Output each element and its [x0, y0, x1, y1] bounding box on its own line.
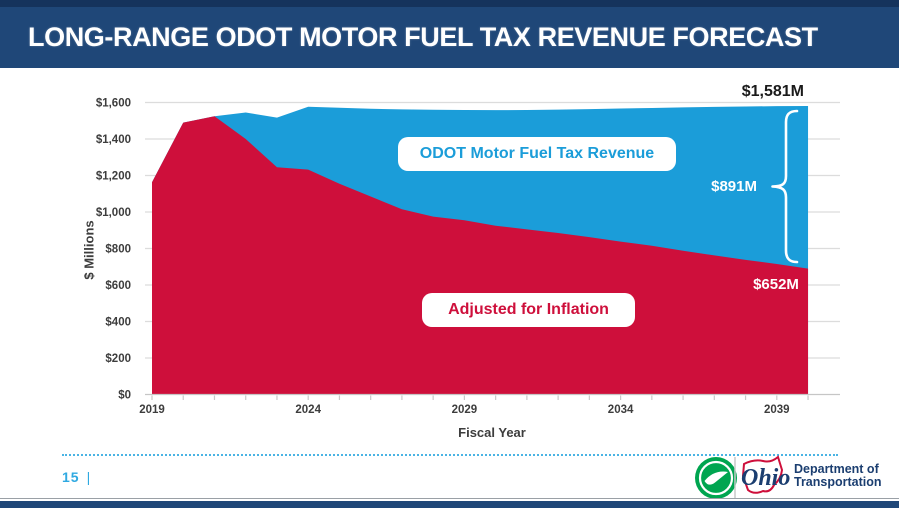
y-tick-label: $400	[105, 317, 131, 329]
annotation-adjusted-2040: $652M	[753, 276, 799, 293]
ohio-state-outline-icon	[741, 455, 784, 494]
annotation-gap: $891M	[711, 178, 757, 195]
x-axis	[145, 393, 840, 400]
y-tick-label: $200	[105, 353, 131, 365]
odot-swoosh-icon	[695, 457, 737, 499]
y-tick-label: $800	[105, 244, 131, 256]
agency-name: Department of Transportation	[794, 463, 882, 488]
annotation-nominal-2040: $1,581M	[741, 83, 804, 100]
inflation-adjusted-area	[152, 116, 809, 395]
page-number-value: 15	[62, 469, 80, 485]
y-tick-label: $1,200	[96, 171, 131, 183]
page-number: 15 |	[62, 469, 91, 485]
y-tick-label: $1,600	[96, 98, 131, 110]
footer-dotted-divider	[62, 454, 838, 456]
series-label-revenue: ODOT Motor Fuel Tax Revenue	[398, 137, 676, 171]
agency-line2: Transportation	[794, 474, 882, 489]
y-axis-title: $ Millions	[81, 220, 97, 280]
ohio-script-logo: Ohio	[741, 465, 790, 491]
tick-labels: $0 $200 $400 $600 $800 $1,000 $1,200 $1,400 $1,6…	[96, 98, 790, 417]
series-label-inflation: Adjusted for Inflation	[422, 293, 635, 327]
x-axis-title: Fiscal Year	[458, 425, 526, 440]
x-tick-label: 2034	[608, 404, 634, 416]
x-tick-label: 2029	[452, 404, 478, 416]
top-accent-strip	[0, 0, 899, 7]
x-tick-label: 2024	[295, 404, 321, 416]
bottom-gray-line	[0, 498, 899, 499]
odot-footer-logo: Ohio	[695, 455, 790, 499]
page-number-separator: |	[86, 469, 92, 485]
y-tick-label: $600	[105, 280, 131, 292]
y-tick-label: $0	[118, 390, 131, 402]
y-tick-label: $1,000	[96, 207, 131, 219]
x-tick-label: 2039	[764, 404, 790, 416]
bottom-accent-bar	[0, 501, 899, 508]
y-tick-label: $1,400	[96, 134, 131, 146]
title-bar: LONG-RANGE ODOT MOTOR FUEL TAX REVENUE F…	[0, 7, 899, 68]
x-tick-label: 2019	[139, 404, 165, 416]
slide-title: LONG-RANGE ODOT MOTOR FUEL TAX REVENUE F…	[28, 22, 818, 52]
agency-line1: Department of	[794, 462, 879, 476]
area-series	[152, 105, 809, 395]
difference-brace	[771, 109, 799, 264]
